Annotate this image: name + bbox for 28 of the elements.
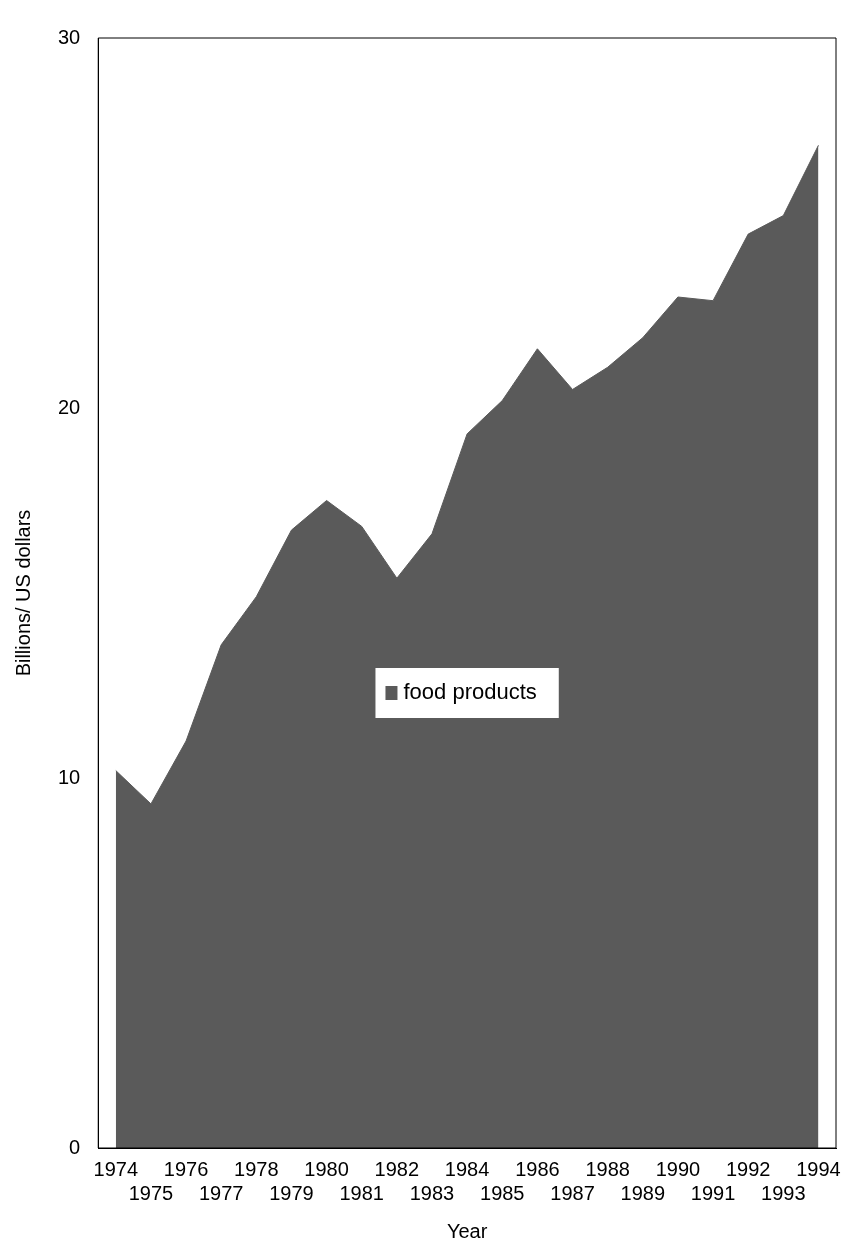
x-tick-label: 1978 <box>234 1157 279 1180</box>
x-tick-label: 1987 <box>550 1181 595 1204</box>
y-axis-title: Billions/ US dollars <box>11 509 34 677</box>
x-tick-label: 1989 <box>620 1181 666 1204</box>
y-tick-label: 0 <box>69 1135 81 1158</box>
y-tick-label: 30 <box>58 25 81 48</box>
x-tick-label: 1980 <box>304 1157 349 1180</box>
x-tick-label: 1991 <box>690 1181 736 1204</box>
x-tick-label: 1993 <box>761 1181 806 1204</box>
y-tick-label: 20 <box>58 395 81 418</box>
x-tick-label: 1990 <box>655 1157 701 1180</box>
legend-label: food products <box>403 679 537 705</box>
x-tick-label: 1974 <box>93 1157 139 1180</box>
x-tick-label: 1988 <box>585 1157 630 1180</box>
x-axis-title: Year <box>446 1219 488 1242</box>
x-tick-label: 1984 <box>444 1157 490 1180</box>
x-tick-label: 1981 <box>339 1181 384 1204</box>
y-tick-label: 10 <box>58 765 81 788</box>
x-tick-label: 1975 <box>128 1181 174 1204</box>
x-tick-label: 1982 <box>374 1157 420 1180</box>
x-tick-label: 1983 <box>409 1181 455 1204</box>
x-tick-label: 1986 <box>515 1157 560 1180</box>
x-tick-label: 1977 <box>198 1181 244 1204</box>
x-tick-label: 1976 <box>163 1157 209 1180</box>
x-tick-label: 1979 <box>269 1181 314 1204</box>
x-tick-label: 1985 <box>480 1181 525 1204</box>
x-tick-label: 1994 <box>796 1157 841 1180</box>
x-tick-label: 1992 <box>725 1157 771 1180</box>
